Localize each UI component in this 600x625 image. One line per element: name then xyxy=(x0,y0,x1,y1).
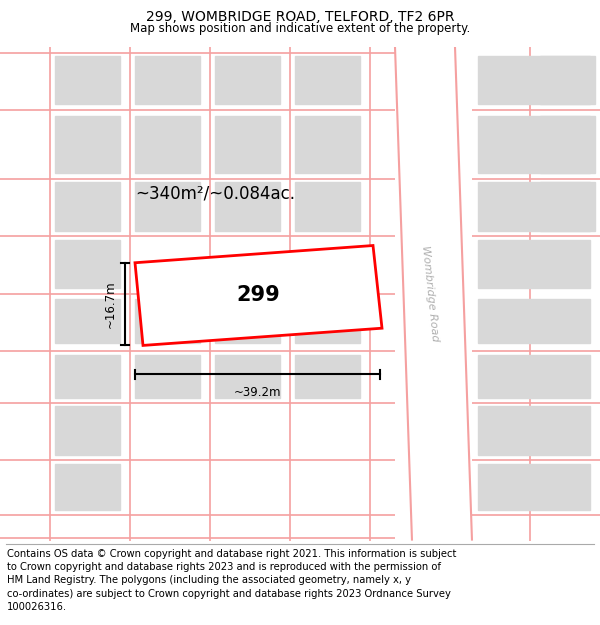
Bar xyxy=(135,116,200,173)
Bar xyxy=(478,299,590,343)
Bar xyxy=(55,299,120,343)
Text: ~39.2m: ~39.2m xyxy=(234,386,281,399)
Bar xyxy=(295,299,360,343)
Bar xyxy=(135,354,200,398)
Bar xyxy=(540,116,595,173)
Bar xyxy=(55,406,120,454)
Bar xyxy=(540,182,595,231)
Text: Contains OS data © Crown copyright and database right 2021. This information is : Contains OS data © Crown copyright and d… xyxy=(7,549,457,612)
Bar xyxy=(478,56,590,104)
Bar xyxy=(55,464,120,509)
Bar xyxy=(478,406,590,454)
Bar xyxy=(295,116,360,173)
Bar xyxy=(295,182,360,231)
Bar xyxy=(215,299,280,343)
Bar xyxy=(135,182,200,231)
Text: 299, WOMBRIDGE ROAD, TELFORD, TF2 6PR: 299, WOMBRIDGE ROAD, TELFORD, TF2 6PR xyxy=(146,10,454,24)
Bar xyxy=(215,182,280,231)
Bar xyxy=(478,182,590,231)
Bar xyxy=(55,354,120,398)
Bar xyxy=(478,240,590,288)
Bar xyxy=(55,182,120,231)
Bar xyxy=(478,354,590,398)
Bar xyxy=(215,354,280,398)
Bar xyxy=(295,354,360,398)
Bar xyxy=(295,56,360,104)
Text: Wombridge Road: Wombridge Road xyxy=(420,245,440,342)
Text: ~340m²/~0.084ac.: ~340m²/~0.084ac. xyxy=(135,185,295,203)
Bar xyxy=(478,116,590,173)
Bar xyxy=(478,464,590,509)
Bar xyxy=(135,299,200,343)
Bar xyxy=(215,116,280,173)
Bar xyxy=(55,56,120,104)
Bar xyxy=(135,56,200,104)
Text: ~16.7m: ~16.7m xyxy=(104,280,117,328)
Text: 299: 299 xyxy=(236,286,280,306)
Polygon shape xyxy=(135,246,382,346)
Bar xyxy=(215,56,280,104)
Bar xyxy=(55,240,120,288)
Bar xyxy=(540,56,595,104)
Bar xyxy=(55,116,120,173)
Text: Map shows position and indicative extent of the property.: Map shows position and indicative extent… xyxy=(130,22,470,35)
